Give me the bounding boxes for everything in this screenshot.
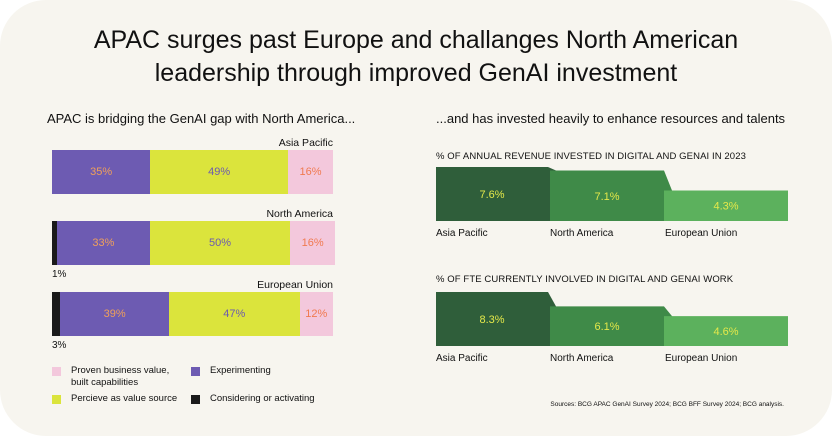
region-label-north-america: North America xyxy=(266,208,333,220)
legend-label-experimenting: Experimenting xyxy=(210,365,271,376)
left-subtitle: APAC is bridging the GenAI gap with Nort… xyxy=(47,111,356,126)
revenue-value-north-america: 7.1% xyxy=(594,191,619,203)
legend-item-proven: Proven business value, built capabilitie… xyxy=(52,365,169,389)
bar-label-percieve-asia-pacific: 49% xyxy=(208,166,231,178)
revenue-bar-european-union xyxy=(664,190,788,221)
stacked-bar-asia-pacific: 35% 49% 16% xyxy=(52,150,333,194)
legend-swatch-experimenting xyxy=(191,367,200,376)
legend-swatch-percieve xyxy=(52,395,61,404)
legend-item-considering: Considering or activating xyxy=(191,393,315,405)
fte-bar-european-union xyxy=(664,316,788,346)
metric-title-fte: % OF FTE CURRENTLY INVOLVED IN DIGITAL A… xyxy=(436,274,734,285)
considering-label-north-america: 1% xyxy=(52,269,67,280)
page-title: APAC surges past Europe and challanges N… xyxy=(0,24,832,90)
legend-item-experimenting: Experimenting xyxy=(191,365,271,377)
legend-label-considering: Considering or activating xyxy=(210,393,315,404)
revenue-value-european-union: 4.3% xyxy=(713,201,738,213)
metric-chart-fte: 8.3% 6.1% 4.6% xyxy=(436,292,788,346)
fte-value-north-america: 6.1% xyxy=(594,321,619,333)
fte-value-asia-pacific: 8.3% xyxy=(479,314,504,326)
revenue-value-asia-pacific: 7.6% xyxy=(479,189,504,201)
region-label-asia-pacific: Asia Pacific xyxy=(278,137,333,149)
right-subtitle: ...and has invested heavily to enhance r… xyxy=(436,111,786,126)
bar-segment-percieve-asia-pacific: 49% xyxy=(150,150,289,194)
bar-segment-experimenting-north-america: 33% xyxy=(57,221,150,265)
bar-label-percieve-european-union: 47% xyxy=(223,308,246,320)
bar-segment-percieve-north-america: 50% xyxy=(149,221,291,265)
bar-segment-proven-north-america: 16% xyxy=(290,221,336,265)
bar-label-proven-asia-pacific: 16% xyxy=(299,166,322,178)
title-line-2: leadership through improved GenAI invest… xyxy=(154,59,678,87)
bar-segment-experimenting-asia-pacific: 35% xyxy=(52,150,151,194)
metric2-category-asia-pacific: Asia Pacific xyxy=(436,353,488,364)
bar-label-proven-european-union: 12% xyxy=(305,308,328,320)
bar-label-percieve-north-america: 50% xyxy=(208,237,231,249)
metric-chart-revenue: 7.6% 7.1% 4.3% xyxy=(436,167,788,221)
legend-label-proven: Proven business value, built capabilitie… xyxy=(71,365,169,389)
revenue-bar-north-america xyxy=(550,170,672,221)
bar-label-experimenting-asia-pacific: 35% xyxy=(90,166,113,178)
legend-label-proven-line2: built capabilities xyxy=(71,377,139,388)
bar-segment-considering-north-america xyxy=(52,221,57,265)
source-note: Sources: BCG APAC GenAI Survey 2024; BCG… xyxy=(550,401,784,408)
bar-segment-considering-european-union xyxy=(52,292,61,336)
metric2-category-european-union: European Union xyxy=(665,353,738,364)
bar-segment-percieve-european-union: 47% xyxy=(168,292,300,336)
legend-label-proven-line1: Proven business value, xyxy=(71,365,170,376)
legend-swatch-considering xyxy=(191,395,200,404)
bar-segment-experimenting-european-union: 39% xyxy=(60,292,169,336)
bar-label-proven-north-america: 16% xyxy=(301,237,324,249)
metric2-category-north-america: North America xyxy=(550,353,614,364)
metric1-category-european-union: European Union xyxy=(665,228,738,239)
region-label-european-union: European Union xyxy=(257,279,333,291)
considering-label-european-union: 3% xyxy=(52,340,67,351)
bar-segment-proven-asia-pacific: 16% xyxy=(288,150,333,194)
title-line-1: APAC surges past Europe and challanges N… xyxy=(93,26,739,54)
fte-bar-north-america xyxy=(550,306,672,346)
legend-label-percieve: Percieve as value source xyxy=(71,393,178,404)
metric1-category-asia-pacific: Asia Pacific xyxy=(436,228,488,239)
bar-label-experimenting-north-america: 33% xyxy=(92,237,115,249)
fte-bar-asia-pacific xyxy=(436,292,556,346)
metric1-category-north-america: North America xyxy=(550,228,614,239)
fte-value-european-union: 4.6% xyxy=(713,326,738,338)
stacked-bar-north-america: 33% 50% 16% xyxy=(52,221,336,265)
revenue-bar-asia-pacific xyxy=(436,167,556,221)
bar-label-experimenting-european-union: 39% xyxy=(103,308,126,320)
legend-item-percieve: Percieve as value source xyxy=(52,393,177,405)
stacked-bar-european-union: 39% 47% 12% xyxy=(52,292,333,336)
legend-swatch-proven xyxy=(52,367,61,376)
metric-title-revenue: % OF ANNUAL REVENUE INVESTED IN DIGITAL … xyxy=(436,151,746,162)
bar-segment-proven-european-union: 12% xyxy=(299,292,333,336)
